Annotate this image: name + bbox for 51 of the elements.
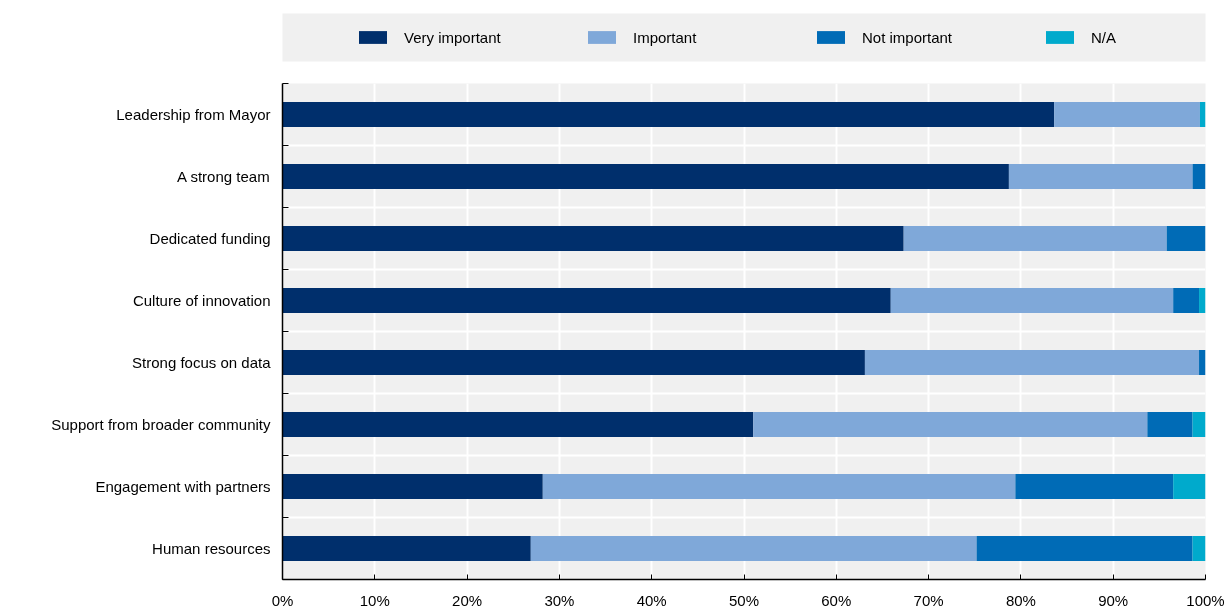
x-tick-label: 30% xyxy=(544,591,575,609)
bar xyxy=(1192,536,1206,561)
legend-label: Important xyxy=(633,27,698,47)
bar xyxy=(890,288,1174,313)
x-tick-label: 90% xyxy=(1098,591,1129,609)
bar xyxy=(1199,350,1206,375)
y-tick-label: Culture of innovation xyxy=(132,292,271,309)
bar xyxy=(1173,474,1206,499)
y-tick-label: Engagement with partners xyxy=(95,478,271,495)
bar xyxy=(1166,226,1206,251)
x-tick-label: 70% xyxy=(913,591,944,609)
bar xyxy=(282,350,865,375)
bar xyxy=(1015,474,1174,499)
x-tick-label: 50% xyxy=(728,591,760,609)
x-tick-label: 10% xyxy=(359,591,390,609)
bar xyxy=(282,412,754,437)
bar xyxy=(903,226,1167,251)
x-tick-label: 20% xyxy=(452,591,483,609)
y-tick-label: Support from broader community xyxy=(51,416,271,433)
bar xyxy=(282,226,904,251)
bar xyxy=(1008,164,1193,189)
y-tick-label: Leadership from Mayor xyxy=(116,106,271,123)
bar xyxy=(1199,288,1206,313)
bar xyxy=(282,164,1009,189)
y-tick-label: A strong team xyxy=(177,168,270,185)
x-tick-label: 60% xyxy=(821,591,852,609)
bar xyxy=(753,412,1148,437)
y-tick-label: Human resources xyxy=(152,540,271,557)
x-tick-label: 40% xyxy=(636,591,667,609)
legend-label: Not important xyxy=(862,27,954,47)
bar xyxy=(530,536,977,561)
x-tick-label: 0% xyxy=(271,591,294,609)
x-tick-label: 80% xyxy=(1005,591,1036,609)
y-tick-label: Dedicated funding xyxy=(149,230,271,247)
bar xyxy=(542,474,1016,499)
bar xyxy=(282,102,1055,127)
legend-label: Very important xyxy=(404,27,502,47)
bar xyxy=(1199,102,1206,127)
bar xyxy=(1054,102,1200,127)
bar xyxy=(282,474,543,499)
bar xyxy=(1147,412,1193,437)
bar xyxy=(282,536,531,561)
x-tick-label: 100% xyxy=(1186,591,1225,609)
y-tick-label: Strong focus on data xyxy=(132,354,272,371)
bar xyxy=(1192,412,1206,437)
bar xyxy=(976,536,1193,561)
bar xyxy=(282,288,891,313)
bar xyxy=(1192,164,1206,189)
bar xyxy=(1173,288,1200,313)
legend-label: N/A xyxy=(1091,27,1117,47)
bar xyxy=(864,350,1200,375)
